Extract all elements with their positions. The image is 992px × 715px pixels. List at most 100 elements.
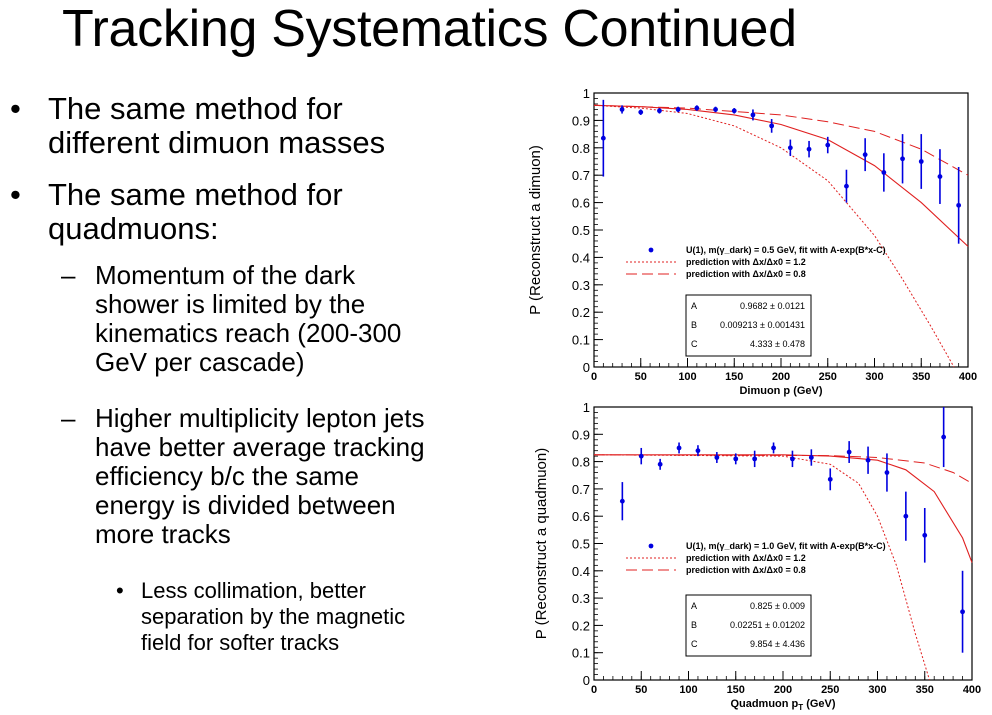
sub-bullet-item: – Momentum of the dark shower is limited… [61, 260, 402, 377]
data-point [941, 434, 947, 440]
y-tick-label: 0.6 [572, 509, 590, 524]
data-point [937, 174, 943, 179]
legend-entry-fit: U(1), m(γ_dark) = 0.5 GeV, fit with A-ex… [686, 245, 886, 255]
fit-param-name: B [691, 320, 697, 330]
bullet-line: Higher multiplicity lepton jets [95, 403, 425, 433]
y-tick-label: 0.4 [572, 564, 590, 579]
x-tick-label: 350 [912, 371, 930, 383]
x-tick-label: 200 [772, 371, 790, 383]
x-tick-label: 100 [678, 371, 696, 383]
fit-param-value: 0.02251 ± 0.01202 [730, 620, 805, 630]
data-point [960, 609, 965, 615]
legend-entry-0.8: prediction with Δx/Δx0 = 0.8 [686, 269, 806, 279]
y-tick-label: 1 [583, 86, 590, 101]
data-point [825, 142, 831, 148]
x-tick-label: 50 [635, 684, 647, 696]
y-tick-label: 0.7 [572, 168, 590, 183]
fit-curve [593, 104, 969, 247]
legend-entry-1.2: prediction with Δx/Δx0 = 1.2 [686, 553, 806, 563]
x-tick-label: 150 [727, 684, 745, 696]
bullet-line: separation by the magnetic [141, 604, 406, 629]
fit-param-name: B [691, 620, 697, 630]
bullet-dot-icon: • [116, 578, 124, 603]
legend-entry-fit: U(1), m(γ_dark) = 1.0 GeV, fit with A-ex… [686, 541, 886, 551]
fit-param-value: 0.9682 ± 0.0121 [740, 301, 805, 311]
x-tick-label: 300 [868, 684, 886, 696]
fit-param-name: A [691, 601, 697, 611]
y-tick-label: 0.6 [572, 196, 590, 211]
y-tick-label: 0.1 [572, 333, 590, 348]
y-tick-label: 0 [583, 360, 590, 375]
bullet-line: more tracks [95, 519, 231, 549]
fit-params-box [685, 594, 812, 657]
y-tick-label: 0.4 [572, 250, 590, 265]
bullet-dash-icon: – [61, 260, 76, 290]
bullet-line: field for softer tracks [141, 630, 340, 655]
bullet-line: The same method for [48, 177, 343, 212]
fit-param-name: C [691, 639, 698, 649]
data-point [922, 532, 928, 538]
data-point [881, 170, 887, 175]
x-tick-label: 50 [635, 371, 647, 383]
fit-param-value: 0.009213 ± 0.001431 [720, 320, 805, 330]
x-tick-label: 250 [821, 684, 839, 696]
data-point [752, 456, 758, 462]
bullet-line: quadmuons: [48, 211, 219, 246]
data-point [787, 145, 793, 151]
prediction-0.8-curve [593, 104, 969, 176]
data-point [657, 108, 662, 114]
fit-param-name: C [691, 339, 698, 349]
data-point [695, 448, 701, 454]
bullet-line: kinematics reach (200-300 [95, 318, 402, 348]
data-point [827, 476, 833, 482]
fit-param-value: 4.333 ± 0.478 [750, 339, 805, 349]
y-tick-label: 0.5 [572, 537, 590, 552]
legend-entry-1.2: prediction with Δx/Δx0 = 1.2 [686, 257, 806, 267]
y-tick-label: 0.1 [572, 646, 590, 661]
data-point [619, 107, 625, 112]
data-point [657, 461, 663, 467]
legend-entry-0.8: prediction with Δx/Δx0 = 0.8 [686, 565, 806, 575]
y-axis-label: P (Reconstruct a quadmuon) [533, 448, 550, 640]
data-point [806, 146, 812, 152]
legend-marker [648, 247, 654, 253]
bullet-line: different dimuon masses [48, 125, 386, 160]
x-axis-label: Quadmuon pT (GeV) [730, 698, 835, 712]
data-point [769, 123, 775, 129]
data-point [675, 107, 681, 112]
data-point [846, 449, 852, 455]
data-point [862, 152, 868, 158]
bullet-dot-icon: • [10, 91, 21, 126]
data-point [714, 455, 720, 460]
y-tick-label: 0.2 [572, 305, 590, 320]
data-point [956, 202, 962, 208]
x-tick-label: 250 [819, 371, 837, 383]
y-tick-label: 0.5 [572, 223, 590, 238]
y-tick-label: 0 [583, 673, 590, 688]
data-point [676, 445, 682, 451]
x-tick-label: 150 [725, 371, 743, 383]
data-point [694, 105, 700, 111]
fit-curve [594, 454, 973, 563]
y-tick-label: 1 [583, 400, 590, 415]
y-tick-label: 0.3 [572, 278, 590, 293]
bullet-line: shower is limited by the [95, 289, 366, 319]
data-point [731, 108, 737, 114]
bullet-line: efficiency b/c the same [95, 461, 359, 491]
bullet-line: GeV per cascade) [95, 347, 305, 377]
bullet-line: Momentum of the dark [95, 260, 356, 290]
data-point [790, 456, 795, 462]
x-tick-label: 350 [916, 684, 934, 696]
bullet-dot-icon: • [10, 177, 21, 212]
data-point [903, 513, 909, 519]
fit-param-name: A [691, 301, 697, 311]
bullet-item: • The same method for quadmuons: [10, 177, 343, 246]
x-tick-label: 300 [865, 371, 883, 383]
bullet-item: • The same method for different dimuon m… [10, 92, 386, 160]
sub-bullet-item: – Higher multiplicity lepton jets have b… [61, 403, 425, 549]
bullet-line: Less collimation, better [141, 578, 366, 603]
x-tick-label: 400 [963, 684, 981, 696]
bullet-line: have better average tracking [95, 432, 425, 462]
quadmuon-efficiency-chart: 0 0.1 0.2 0.3 0.4 0.5 0.6 0.7 0.8 0.9 1 0 50 100 150 20… [533, 400, 981, 712]
legend-marker [648, 543, 654, 549]
